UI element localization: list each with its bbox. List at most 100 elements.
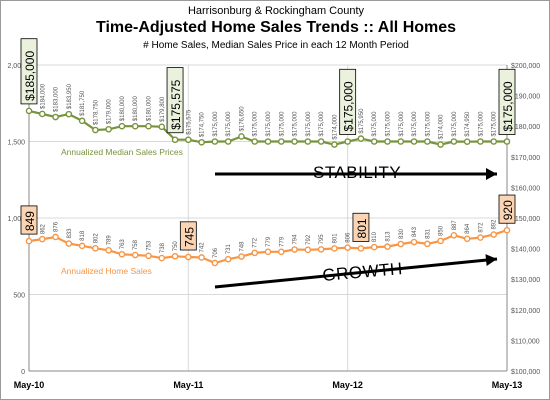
median-price-data-label: $175,000 — [412, 111, 418, 137]
growth-arrow-head — [485, 254, 497, 267]
home-sales-data-label: 794 — [293, 234, 299, 245]
home-sales-highlight-label: 849 — [23, 211, 37, 231]
home-sales-data-label: 795 — [319, 234, 325, 245]
median-price-data-label: $179,000 — [107, 99, 113, 125]
home-sales-point — [92, 244, 99, 252]
median-price-data-label: $175,000 — [399, 111, 405, 137]
home-sales-point — [251, 249, 259, 257]
home-sales-data-label: 763 — [120, 239, 126, 250]
median-price-point — [25, 107, 33, 115]
home-sales-data-label: 750 — [173, 241, 179, 252]
home-sales-point — [158, 254, 166, 262]
median-price-point — [450, 138, 458, 145]
right-axis-tick-label: $110,000 — [511, 338, 540, 345]
median-price-highlight-label: $175,575 — [169, 79, 183, 129]
home-sales-point — [331, 245, 338, 252]
median-price-highlight-label: $185,000 — [23, 51, 37, 101]
home-sales-point — [490, 231, 498, 238]
median-price-data-label: $179,800 — [160, 96, 166, 122]
median-price-data-label: $175,000 — [478, 111, 484, 137]
home-sales-point — [344, 244, 351, 251]
median-price-data-label: $175,000 — [306, 111, 312, 137]
home-sales-data-label: 818 — [80, 230, 86, 241]
median-price-point — [211, 138, 219, 145]
right-axis-tick-label: $140,000 — [511, 247, 540, 254]
median-price-data-label: $183,950 — [67, 83, 73, 109]
home-sales-data-label: 792 — [306, 234, 312, 245]
median-price-point — [264, 138, 272, 145]
home-sales-point — [211, 259, 219, 267]
home-sales-point — [317, 246, 325, 253]
median-price-point — [463, 138, 471, 145]
stability-arrow-head — [486, 168, 497, 180]
home-sales-point — [291, 246, 298, 253]
median-price-data-label: $175,000 — [226, 111, 232, 137]
left-axis-tick-label: 1,500 — [7, 140, 25, 147]
median-price-data-label: $175,000 — [279, 111, 285, 137]
median-price-data-label: $174,000 — [439, 114, 445, 140]
median-price-highlight-box — [498, 68, 516, 135]
home-sales-data-label: 864 — [465, 223, 471, 234]
x-tick-label: May-10 — [14, 380, 45, 390]
x-tick-label: May-11 — [173, 380, 203, 390]
chart-subtitle: # Home Sales, Median Sales Price in each… — [143, 40, 409, 51]
home-sales-point — [171, 252, 179, 260]
median-price-point — [357, 135, 365, 142]
median-price-data-label: $175,000 — [452, 111, 458, 137]
home-sales-data-label: 843 — [412, 226, 418, 237]
home-sales-point — [424, 240, 431, 248]
right-axis-tick-label: $190,000 — [511, 94, 540, 101]
median-price-data-label: $175,000 — [253, 111, 259, 137]
home-sales-highlight-label: 745 — [182, 227, 196, 247]
median-price-point — [65, 110, 73, 118]
right-axis-tick-label: $130,000 — [511, 277, 540, 284]
home-sales-data-label: 748 — [239, 241, 245, 252]
right-axis-tick-label: $160,000 — [511, 185, 540, 192]
home-sales-point — [105, 246, 112, 254]
home-sales-data-label: 810 — [372, 231, 378, 242]
median-price-data-label: $180,000 — [120, 96, 126, 122]
home-sales-data-label: 731 — [226, 243, 232, 254]
median-price-point — [304, 138, 312, 145]
median-price-point — [52, 113, 59, 121]
chart-supertitle: Harrisonburg & Rockingham County — [187, 5, 365, 17]
left-axis-tick-label: 0 — [21, 369, 25, 376]
home-sales-highlight-box — [498, 194, 516, 224]
home-sales-data-label: 806 — [346, 232, 352, 243]
home-sales-point — [264, 248, 272, 256]
home-sales-point — [78, 242, 86, 250]
stability-annotation: STABILITY — [313, 163, 401, 182]
median-price-data-label: $175,000 — [319, 111, 325, 137]
left-axis-tick-label: 2,000 — [7, 63, 25, 70]
home-sales-point — [410, 238, 418, 246]
home-sales-point — [145, 252, 152, 260]
right-axis-tick-label: $100,000 — [511, 369, 540, 376]
median-price-point — [424, 138, 431, 145]
growth-annotation: GROWTH — [322, 259, 404, 285]
median-price-point — [490, 138, 498, 145]
home-sales-data-label: 872 — [478, 222, 484, 233]
home-sales-point — [503, 226, 511, 234]
home-sales-data-label: 742 — [200, 242, 206, 253]
home-sales-point — [450, 231, 458, 239]
median-price-point — [158, 123, 166, 131]
home-sales-point — [185, 253, 192, 261]
median-price-data-label: $175,950 — [359, 108, 365, 134]
median-price-data-label: $175,000 — [425, 111, 431, 137]
median-price-point — [198, 138, 205, 146]
home-sales-highlight-box — [352, 212, 370, 242]
growth-arrow — [214, 257, 498, 289]
median-price-series-label: Annualized Median Sales Prices — [61, 147, 183, 157]
home-sales-data-label: 758 — [133, 239, 139, 250]
x-tick-label: May-13 — [492, 380, 523, 390]
median-price-data-label: $174,000 — [332, 114, 338, 140]
median-price-point — [92, 126, 99, 134]
home-sales-data-label: 789 — [107, 235, 113, 246]
median-price-point — [105, 125, 112, 133]
median-price-data-label: $175,575 — [186, 109, 192, 135]
median-price-point — [370, 138, 378, 145]
home-sales-point — [463, 235, 471, 243]
home-sales-point — [25, 237, 33, 245]
home-sales-data-label: 779 — [266, 236, 272, 247]
home-sales-data-label: 876 — [54, 221, 60, 232]
